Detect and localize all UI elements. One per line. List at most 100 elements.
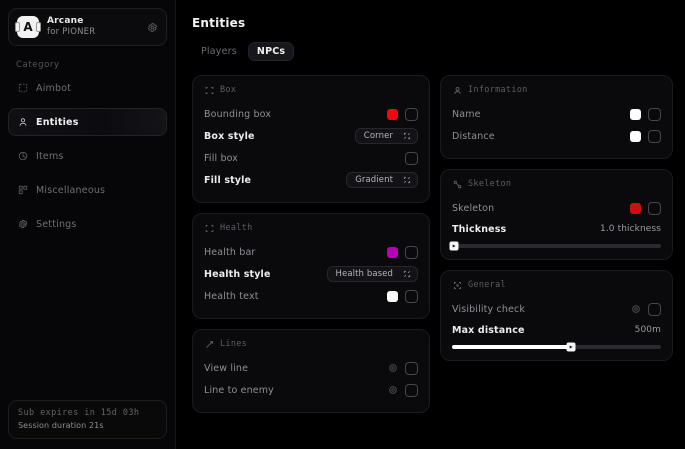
thickness-slider[interactable]: ▸	[449, 241, 661, 251]
sidebar-item-aimbot[interactable]: Aimbot	[8, 74, 167, 102]
color-swatch[interactable]	[387, 290, 398, 302]
slider-label: Thickness	[452, 223, 507, 235]
max-distance-slider[interactable]: ▸	[452, 342, 661, 352]
dropdown-health-style[interactable]: Health based	[326, 266, 418, 282]
row-label: Bounding box	[204, 108, 272, 120]
logo-letter: A	[23, 20, 33, 34]
checkbox[interactable]	[648, 107, 661, 121]
category-label: Category	[16, 60, 60, 70]
color-swatch[interactable]	[387, 246, 398, 258]
dropdown-fill-style[interactable]: Gradient	[346, 172, 418, 188]
row-fill-box: Fill box	[204, 147, 418, 169]
card-information: Information Name Distance	[440, 75, 673, 159]
row-label: View line	[204, 362, 249, 374]
dropdown-value: Corner	[363, 131, 393, 141]
row-controls	[630, 129, 661, 143]
checkbox[interactable]	[405, 361, 418, 375]
checkbox[interactable]	[405, 107, 418, 121]
row-view-line: View line	[204, 357, 418, 379]
color-swatch[interactable]	[387, 108, 398, 120]
row-label: Distance	[452, 130, 495, 142]
checkbox[interactable]	[405, 383, 418, 397]
row-controls	[387, 289, 418, 303]
row-health-text: Health text	[204, 285, 418, 307]
card-box: Box Bounding box Box style Corner	[192, 75, 430, 203]
row-label: Fill box	[204, 152, 239, 164]
line-icon	[204, 339, 214, 349]
checkbox[interactable]	[648, 129, 661, 143]
eye-icon[interactable]	[388, 363, 398, 373]
row-controls	[387, 245, 418, 259]
row-label: Fill style	[204, 174, 252, 186]
brand-name: Arcane	[47, 16, 84, 27]
color-swatch[interactable]	[630, 202, 641, 214]
main-content: Entities Players NPCs Box	[176, 0, 685, 449]
chevron-expand-icon	[403, 270, 411, 278]
brand-subtitle: for PIONER	[47, 27, 96, 38]
checkbox[interactable]	[405, 151, 418, 165]
row-controls	[631, 302, 661, 316]
slider-value: 500m	[634, 325, 661, 335]
brand-header[interactable]: A Arcane for PIONER	[8, 8, 167, 46]
row-label: Health bar	[204, 246, 256, 258]
card-lines: Lines View line	[192, 329, 430, 413]
gear-icon[interactable]	[147, 22, 158, 33]
card-title: General	[468, 280, 506, 290]
card-title: Skeleton	[468, 179, 512, 189]
row-label: Name	[452, 108, 481, 120]
card-title: Lines	[220, 339, 248, 349]
sidebar-item-entities[interactable]: Entities	[8, 108, 167, 136]
row-controls	[630, 107, 661, 121]
subscription-status: Sub expires in 15d 03h Session duration …	[8, 400, 167, 439]
sidebar: A Arcane for PIONER Category	[0, 0, 176, 449]
eye-icon[interactable]	[631, 304, 641, 314]
page-title: Entities	[192, 16, 246, 30]
brand-text: Arcane for PIONER	[47, 16, 139, 38]
card-general-header: General	[452, 280, 661, 290]
card-general: General Visibility check	[440, 270, 673, 361]
gear-icon	[17, 219, 28, 230]
row-thickness: Thickness 1.0 thickness	[452, 219, 661, 239]
bone-icon	[452, 179, 462, 189]
slider-knob[interactable]: ▸	[449, 241, 459, 251]
card-box-header: Box	[204, 85, 418, 95]
sidebar-item-items[interactable]: Items	[8, 142, 167, 170]
slider-knob[interactable]: ▸	[566, 342, 576, 352]
tab-players[interactable]: Players	[201, 46, 237, 57]
left-column: Box Bounding box Box style Corner	[192, 75, 430, 413]
eye-icon[interactable]	[388, 385, 398, 395]
row-label: Box style	[204, 130, 255, 142]
card-skeleton-header: Skeleton	[452, 179, 661, 189]
card-health: Health Health bar Health style Health ba…	[192, 213, 430, 319]
row-box-style: Box style Corner	[204, 125, 418, 147]
checkbox[interactable]	[648, 201, 661, 215]
dropdown-box-style[interactable]: Corner	[354, 128, 418, 144]
card-title: Box	[220, 85, 237, 95]
row-controls	[387, 151, 418, 165]
row-line-to-enemy: Line to enemy	[204, 379, 418, 401]
info-icon	[452, 85, 462, 95]
sidebar-item-miscellaneous[interactable]: Miscellaneous	[8, 176, 167, 204]
target-icon	[452, 280, 462, 290]
health-icon	[204, 223, 214, 233]
session-duration: Session duration 21s	[18, 421, 104, 430]
row-label: Visibility check	[452, 303, 526, 315]
checkbox[interactable]	[648, 302, 661, 316]
color-swatch[interactable]	[630, 130, 641, 142]
dropdown-value: Gradient	[355, 175, 393, 185]
row-label: Line to enemy	[204, 384, 274, 396]
sidebar-item-settings[interactable]: Settings	[8, 210, 167, 238]
checkbox[interactable]	[405, 289, 418, 303]
chevron-expand-icon	[403, 176, 411, 184]
slider-fill	[452, 345, 572, 349]
color-swatch[interactable]	[387, 152, 398, 164]
checkbox[interactable]	[405, 245, 418, 259]
tab-npcs[interactable]: NPCs	[247, 42, 295, 61]
color-swatch[interactable]	[630, 108, 641, 120]
package-icon	[17, 151, 28, 162]
sidebar-nav: Aimbot Entities Items	[0, 74, 175, 238]
row-name: Name	[452, 103, 661, 125]
row-controls	[630, 201, 661, 215]
chevron-expand-icon	[403, 132, 411, 140]
card-title: Health	[220, 223, 253, 233]
